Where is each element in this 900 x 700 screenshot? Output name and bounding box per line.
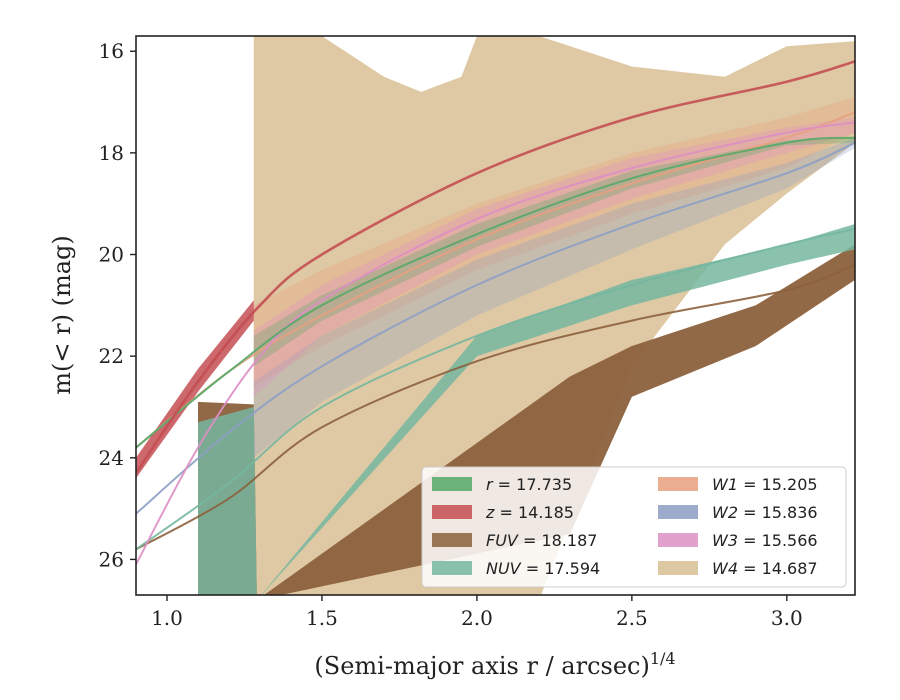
lines-layer — [136, 60, 855, 565]
y-tick-label: 20 — [99, 243, 124, 267]
x-tick-label: 1.0 — [151, 606, 183, 630]
y-tick-label: 24 — [99, 446, 124, 470]
legend-label-w4: W4 = 14.687 — [712, 559, 818, 578]
band-z — [136, 300, 254, 479]
legend-label-w3: W3 = 15.566 — [712, 531, 818, 550]
line-w3 — [136, 121, 855, 565]
legend-label-w1: W1 = 15.205 — [712, 475, 818, 494]
legend-swatch-w4 — [658, 561, 698, 575]
band-nuv — [198, 224, 855, 595]
line-nuv — [136, 228, 855, 551]
x-axis-title-exponent: 1/4 — [650, 649, 676, 668]
legend-swatch-r — [432, 477, 472, 491]
legend-swatch-w1 — [658, 477, 698, 491]
y-tick-label: 22 — [99, 344, 124, 368]
line-w2 — [136, 141, 855, 515]
legend-swatch-w2 — [658, 505, 698, 519]
legend-swatch-nuv — [432, 561, 472, 575]
plot-frame — [135, 35, 856, 596]
legend-swatch-z — [432, 505, 472, 519]
x-axis: 1.0 1.5 2.0 2.5 3.0 — [151, 595, 803, 630]
y-axis-title: m(< r) (mag) — [48, 235, 76, 394]
legend-label-z: z = 14.185 — [485, 503, 574, 522]
legend: r = 17.735 z = 14.185 FUV = 18.187 NUV = 17… — [421, 466, 847, 588]
legend-label-fuv: FUV = 18.187 — [486, 531, 597, 550]
line-z — [136, 60, 855, 474]
band-w2 — [253, 137, 855, 458]
band-w3 — [253, 117, 855, 397]
band-w1 — [253, 97, 855, 387]
legend-swatch-fuv — [432, 533, 472, 547]
legend-label-r: r = 17.735 — [486, 475, 572, 494]
legend-label-w2: W2 = 15.836 — [712, 503, 818, 522]
band-fuv — [198, 244, 855, 595]
line-r — [136, 136, 855, 449]
x-axis-title: (Semi-major axis r / arcsec)1/4 — [314, 649, 675, 680]
y-axis: 16 18 20 22 24 26 — [99, 39, 136, 571]
x-tick-label: 2.5 — [616, 606, 648, 630]
x-tick-label: 3.0 — [771, 606, 803, 630]
x-tick-label: 2.0 — [461, 606, 493, 630]
y-tick-label: 18 — [99, 141, 124, 165]
legend-swatch-w3 — [658, 533, 698, 547]
line-fuv — [136, 263, 855, 551]
bands-layer — [136, 36, 855, 595]
x-tick-label: 1.5 — [306, 606, 338, 630]
legend-label-nuv: NUV = 17.594 — [486, 559, 600, 578]
legend-frame — [421, 466, 847, 588]
y-tick-label: 16 — [99, 39, 124, 63]
y-tick-label: 26 — [99, 547, 124, 571]
